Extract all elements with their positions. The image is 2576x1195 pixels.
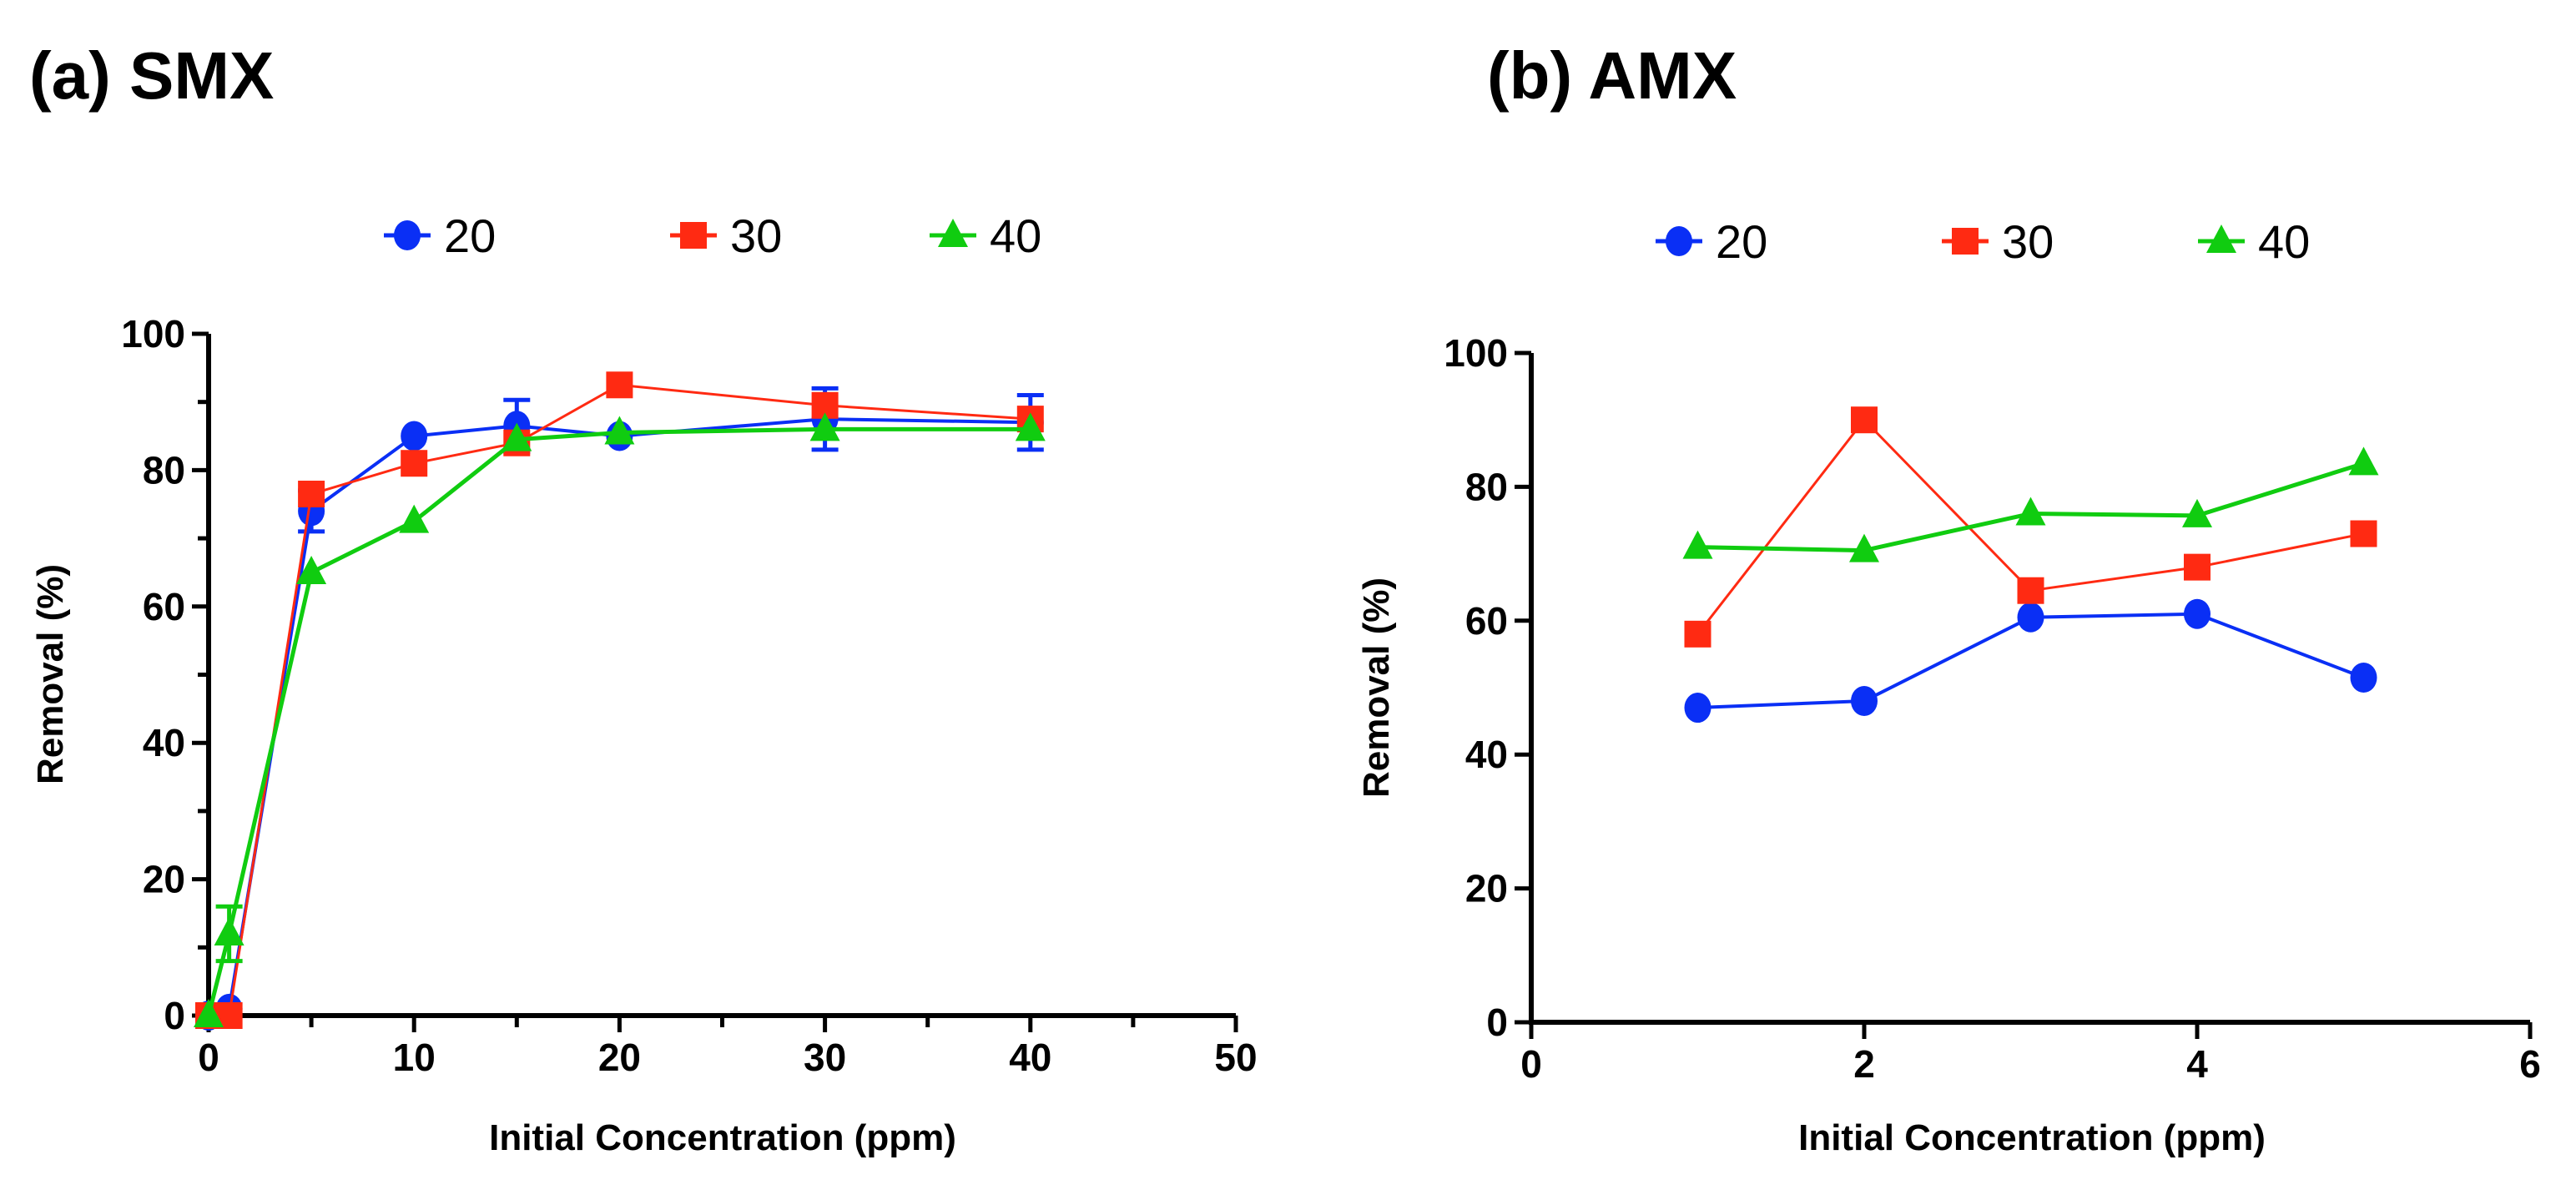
data-point xyxy=(1851,686,1878,717)
data-point xyxy=(1682,530,1713,559)
legend-marker xyxy=(938,219,968,247)
series-40 xyxy=(1682,446,2379,562)
legend-item-20: 20 xyxy=(1656,215,1767,268)
legend-item-40: 40 xyxy=(930,209,1041,262)
x-tick-label: 10 xyxy=(393,1036,436,1079)
legend-item-30: 30 xyxy=(670,209,782,262)
x-tick-label: 4 xyxy=(2186,1042,2208,1086)
y-tick-label: 100 xyxy=(1444,331,1508,375)
x-tick-label: 0 xyxy=(1520,1042,1542,1086)
x-tick-label: 20 xyxy=(598,1036,641,1079)
legend-item-40: 40 xyxy=(2198,215,2310,268)
legend-marker xyxy=(2206,224,2236,253)
series-20 xyxy=(1684,598,2377,724)
series-line xyxy=(208,417,1031,1017)
legend-item-20: 20 xyxy=(384,209,496,262)
y-tick-label: 80 xyxy=(143,448,185,492)
chart-title: (b) AMX xyxy=(1487,38,1737,113)
series-30 xyxy=(1684,406,2377,648)
data-point xyxy=(194,999,224,1027)
legend-marker xyxy=(1952,228,1979,255)
series-line xyxy=(209,383,1031,1017)
legend-marker xyxy=(680,222,707,249)
legend-label: 40 xyxy=(990,209,1041,262)
legend-label: 20 xyxy=(444,209,496,262)
chart-title: (a) SMX xyxy=(29,38,274,113)
y-axis-label: Removal (%) xyxy=(30,564,71,784)
data-point xyxy=(1684,693,1711,724)
data-point xyxy=(1015,412,1046,441)
y-tick-label: 0 xyxy=(164,994,185,1037)
y-tick-label: 100 xyxy=(121,312,185,355)
y-tick-label: 40 xyxy=(1465,733,1508,776)
data-point xyxy=(401,421,428,451)
data-point xyxy=(2017,577,2044,604)
x-axis-label: Initial Concentration (ppm) xyxy=(489,1117,956,1158)
data-point xyxy=(401,450,428,477)
data-point xyxy=(214,916,244,945)
data-point xyxy=(2184,553,2211,581)
data-point xyxy=(2350,520,2377,547)
data-point xyxy=(809,412,840,441)
x-axis-label: Initial Concentration (ppm) xyxy=(1798,1117,2266,1158)
y-tick-label: 60 xyxy=(143,585,185,628)
x-tick-label: 6 xyxy=(2519,1042,2541,1086)
data-point xyxy=(298,480,325,507)
y-tick-label: 60 xyxy=(1465,599,1508,643)
y-tick-label: 20 xyxy=(1465,867,1508,910)
data-point xyxy=(1684,620,1711,648)
y-tick-label: 20 xyxy=(143,858,185,901)
series-line xyxy=(206,426,1031,1016)
data-point xyxy=(2182,498,2212,527)
data-point xyxy=(606,371,633,399)
legend-label: 30 xyxy=(2002,215,2054,268)
data-point xyxy=(1849,533,1879,562)
y-axis-label: Removal (%) xyxy=(1356,577,1397,798)
data-point xyxy=(2348,446,2379,476)
data-point xyxy=(604,416,635,445)
data-point xyxy=(399,504,430,533)
x-tick-label: 50 xyxy=(1214,1036,1257,1079)
data-point xyxy=(2350,662,2377,693)
x-tick-label: 40 xyxy=(1009,1036,1051,1079)
legend-label: 30 xyxy=(730,209,782,262)
legend-item-30: 30 xyxy=(1942,215,2054,268)
data-point xyxy=(2184,598,2211,629)
data-point xyxy=(1851,406,1878,434)
x-tick-label: 2 xyxy=(1853,1042,1875,1086)
y-tick-label: 80 xyxy=(1465,465,1508,508)
y-tick-label: 40 xyxy=(143,721,185,764)
x-tick-label: 30 xyxy=(804,1036,846,1079)
x-tick-label: 0 xyxy=(198,1036,219,1079)
data-point xyxy=(502,422,532,451)
data-point xyxy=(2015,497,2046,526)
legend-label: 40 xyxy=(2258,215,2310,268)
chart-panel-a: (a) SMX 0 20 40 60 80 100 0 10 20 30 40 50 Initial Co… xyxy=(29,38,1258,1158)
data-point xyxy=(296,555,327,584)
data-point xyxy=(2017,602,2044,633)
series-40 xyxy=(194,412,1046,1027)
legend-label: 20 xyxy=(1716,215,1767,268)
chart-panel-b: (b) AMX 0 20 40 60 80 100 0 2 4 6 Initial Concentra… xyxy=(1356,38,2541,1158)
legend-marker xyxy=(394,220,421,250)
y-tick-label: 0 xyxy=(1486,1001,1508,1044)
series-30 xyxy=(195,371,1044,1029)
legend-marker xyxy=(1666,226,1692,256)
